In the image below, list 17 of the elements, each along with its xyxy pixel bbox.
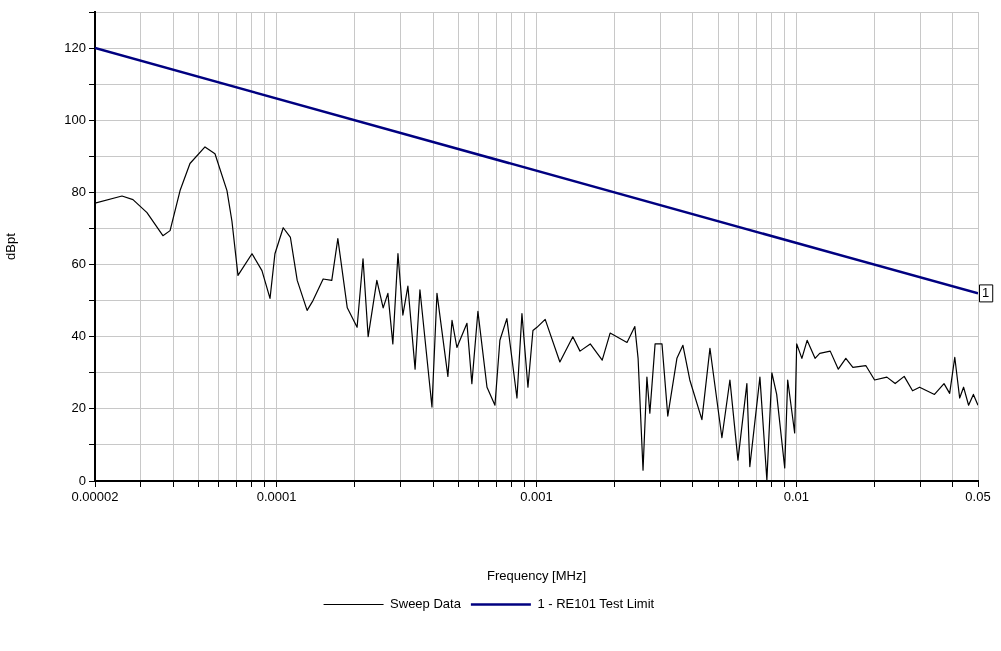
x-axis-title: Frequency [MHz] <box>487 567 586 583</box>
y-tick-label: 20 <box>71 400 86 416</box>
y-tick-label: 60 <box>71 256 86 272</box>
x-tick-label: 0.05 <box>965 489 991 505</box>
y-tick-label: 40 <box>71 328 86 344</box>
y-tick-label: 120 <box>64 39 86 55</box>
y-tick-label: 0 <box>78 472 86 488</box>
y-tick-label: 100 <box>64 111 86 127</box>
x-tick-label: 0.001 <box>520 489 553 505</box>
x-tick-label: 0.00002 <box>71 489 119 505</box>
legend-label: 1 - RE101 Test Limit <box>537 596 655 612</box>
legend-label: Sweep Data <box>390 596 462 612</box>
y-axis-title: dBpt <box>3 232 19 260</box>
x-tick-label: 0.0001 <box>256 489 297 505</box>
annotation: 1 <box>982 284 990 300</box>
y-tick-label: 80 <box>71 183 86 199</box>
x-tick-label: 0.01 <box>783 489 810 505</box>
